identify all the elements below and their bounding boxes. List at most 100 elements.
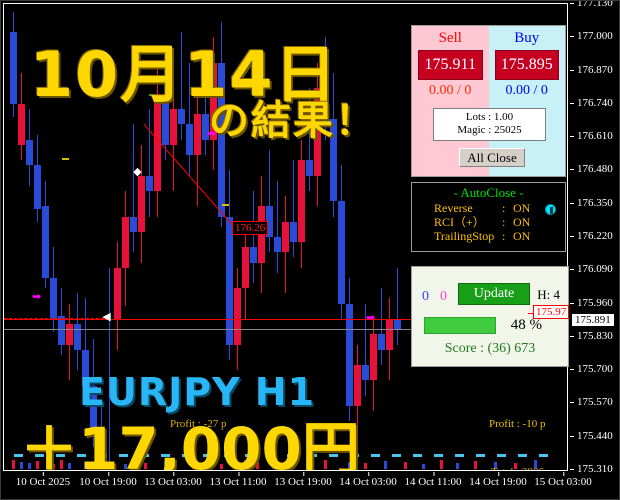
cyan-marker <box>434 454 443 457</box>
sub-indicator-bar <box>36 461 39 469</box>
sub-indicator-bar <box>192 463 195 469</box>
price-tick: 175.700 <box>570 363 613 376</box>
cyan-marker <box>329 454 338 457</box>
sub-indicator-bar <box>84 462 87 469</box>
cyan-marker <box>539 454 548 457</box>
time-axis[interactable]: 10 Oct 2025 10 Oct 19:00 13 Oct 03:00 13 Oc… <box>3 472 592 499</box>
price-tick: 176.350 <box>570 196 613 209</box>
cyan-marker <box>245 454 254 457</box>
price-tick: 177.000 <box>570 30 613 43</box>
price-tick: 175.440 <box>570 429 613 442</box>
percent-label: 48 % <box>510 317 542 333</box>
sub-indicator-bar <box>244 460 247 469</box>
cyan-marker <box>518 454 527 457</box>
sub-indicator-bar <box>204 462 207 469</box>
sub-indicator-bar <box>384 461 387 469</box>
counter-pink: 0 <box>440 289 447 304</box>
sell-price-button[interactable]: 175.911 <box>418 50 483 80</box>
price-axis[interactable]: 175.891 177.130 177.000 176.870 176.740 176.… <box>569 1 619 475</box>
autoclose-value: ON <box>510 201 531 215</box>
autoclose-row[interactable]: Reverse: ON <box>412 201 565 215</box>
autoclose-title: - AutoClose - <box>453 185 524 200</box>
trend-line <box>143 124 235 228</box>
cyan-marker <box>455 454 464 457</box>
price-tick: 175.310 <box>570 463 613 475</box>
chart-frame[interactable]: ➡ ◆ ➡ ◀ ➡ 176.26 10月14日 の結果！ EURJPY H1 ＋17,0… <box>3 3 568 471</box>
sub-indicator-bar <box>494 462 497 469</box>
price-tick: 175.830 <box>570 329 613 342</box>
h-count-label: H: 4 <box>537 287 560 302</box>
sub-indicator-bar <box>52 464 55 469</box>
price-tick: 177.130 <box>570 1 613 9</box>
autoclose-key: TrailingStop <box>434 229 495 243</box>
cyan-marker <box>413 454 422 457</box>
sub-indicator-bar <box>68 463 71 469</box>
cyan-marker <box>203 454 212 457</box>
cyan-marker <box>56 454 65 457</box>
lots-label: Lots : 1.00 <box>465 111 514 123</box>
time-tick: 15 Oct 03:00 <box>534 472 592 488</box>
buy-price-button[interactable]: 175.895 <box>494 50 559 80</box>
price-tick: 176.740 <box>570 96 613 109</box>
price-tick: 175.960 <box>570 296 613 309</box>
update-button[interactable]: Update <box>458 283 530 305</box>
cyan-marker <box>350 454 359 457</box>
autoclose-row[interactable]: TrailingStop: ON <box>412 229 565 243</box>
autoclose-led-icon[interactable] <box>545 204 556 215</box>
chart-price-tag: 176.26 <box>232 221 269 235</box>
headline-date: 10月14日 <box>30 38 339 111</box>
autoclose-separator: : <box>502 201 506 215</box>
sub-indicator-bar <box>28 463 31 469</box>
sub-indicator-bar <box>12 460 15 469</box>
cyan-marker <box>224 454 233 457</box>
sub-indicator-bar <box>272 463 275 469</box>
cyan-marker <box>77 454 86 457</box>
cyan-marker <box>308 454 317 457</box>
sub-indicator-bar <box>348 462 351 469</box>
price-tick: 176.610 <box>570 130 613 143</box>
cyan-marker <box>35 454 44 457</box>
sell-pl-label: 0.00 / 0 <box>429 83 472 98</box>
profit-left-label: Profit : -27 p <box>170 418 227 430</box>
autoclose-key: Reverse <box>434 201 473 215</box>
price-tick: 175.570 <box>570 396 613 409</box>
time-tick: 13 Oct 11:00 <box>209 472 267 488</box>
autoclose-separator: : <box>502 229 506 243</box>
autoclose-separator: : <box>502 215 506 229</box>
sub-indicator-bar <box>256 462 259 469</box>
entry-arrow-4: ◀ <box>102 310 111 323</box>
percent-progress-bar <box>424 317 496 334</box>
score-label: Score : (36) 673 <box>444 341 536 356</box>
sub-indicator-bar <box>422 464 425 469</box>
headline-result: の結果！ <box>209 98 377 144</box>
price-tick: 176.870 <box>570 63 613 76</box>
cyan-marker <box>266 454 275 457</box>
cyan-marker <box>119 454 128 457</box>
signal-dash-teal <box>149 93 156 96</box>
magic-label: Magic : 25025 <box>457 124 522 136</box>
time-tick: 10 Oct 2025 <box>15 472 71 488</box>
buy-pl-label: 0.00 / 0 <box>505 83 548 98</box>
time-tick: 14 Oct 19:00 <box>469 472 527 488</box>
entry-arrow-1: ➡ <box>32 291 42 304</box>
autoclose-rows: Reverse: ON RCI（+）: ON TrailingStop: ON <box>412 201 565 243</box>
sub-indicator-bar <box>440 460 443 469</box>
sub-indicator-bar <box>364 463 367 469</box>
price-tick: 176.220 <box>570 230 613 242</box>
sub-indicator-bar <box>514 463 517 469</box>
price-tick: 176.480 <box>570 163 613 176</box>
score-price-tag: 175.97 <box>527 305 570 319</box>
lots-magic-box: Lots : 1.00 Magic : 25025 <box>433 108 546 141</box>
time-tick: 14 Oct 03:00 <box>339 472 397 488</box>
total-label: Total : 2906 <box>491 466 544 470</box>
autoclose-row[interactable]: RCI（+）: ON <box>412 215 565 229</box>
sub-indicator-bar <box>456 463 459 469</box>
sub-indicator-bar <box>292 461 295 469</box>
pair-overlay-label: EURJPY H1 <box>79 370 316 414</box>
sub-indicator-bar <box>60 460 63 469</box>
horizontal-level-line <box>4 318 567 320</box>
current-price-label: 175.891 <box>571 313 615 328</box>
all-close-button[interactable]: All Close <box>459 148 525 167</box>
profit-right-label: Profit : -10 p <box>489 418 546 430</box>
cyan-marker <box>161 454 170 457</box>
